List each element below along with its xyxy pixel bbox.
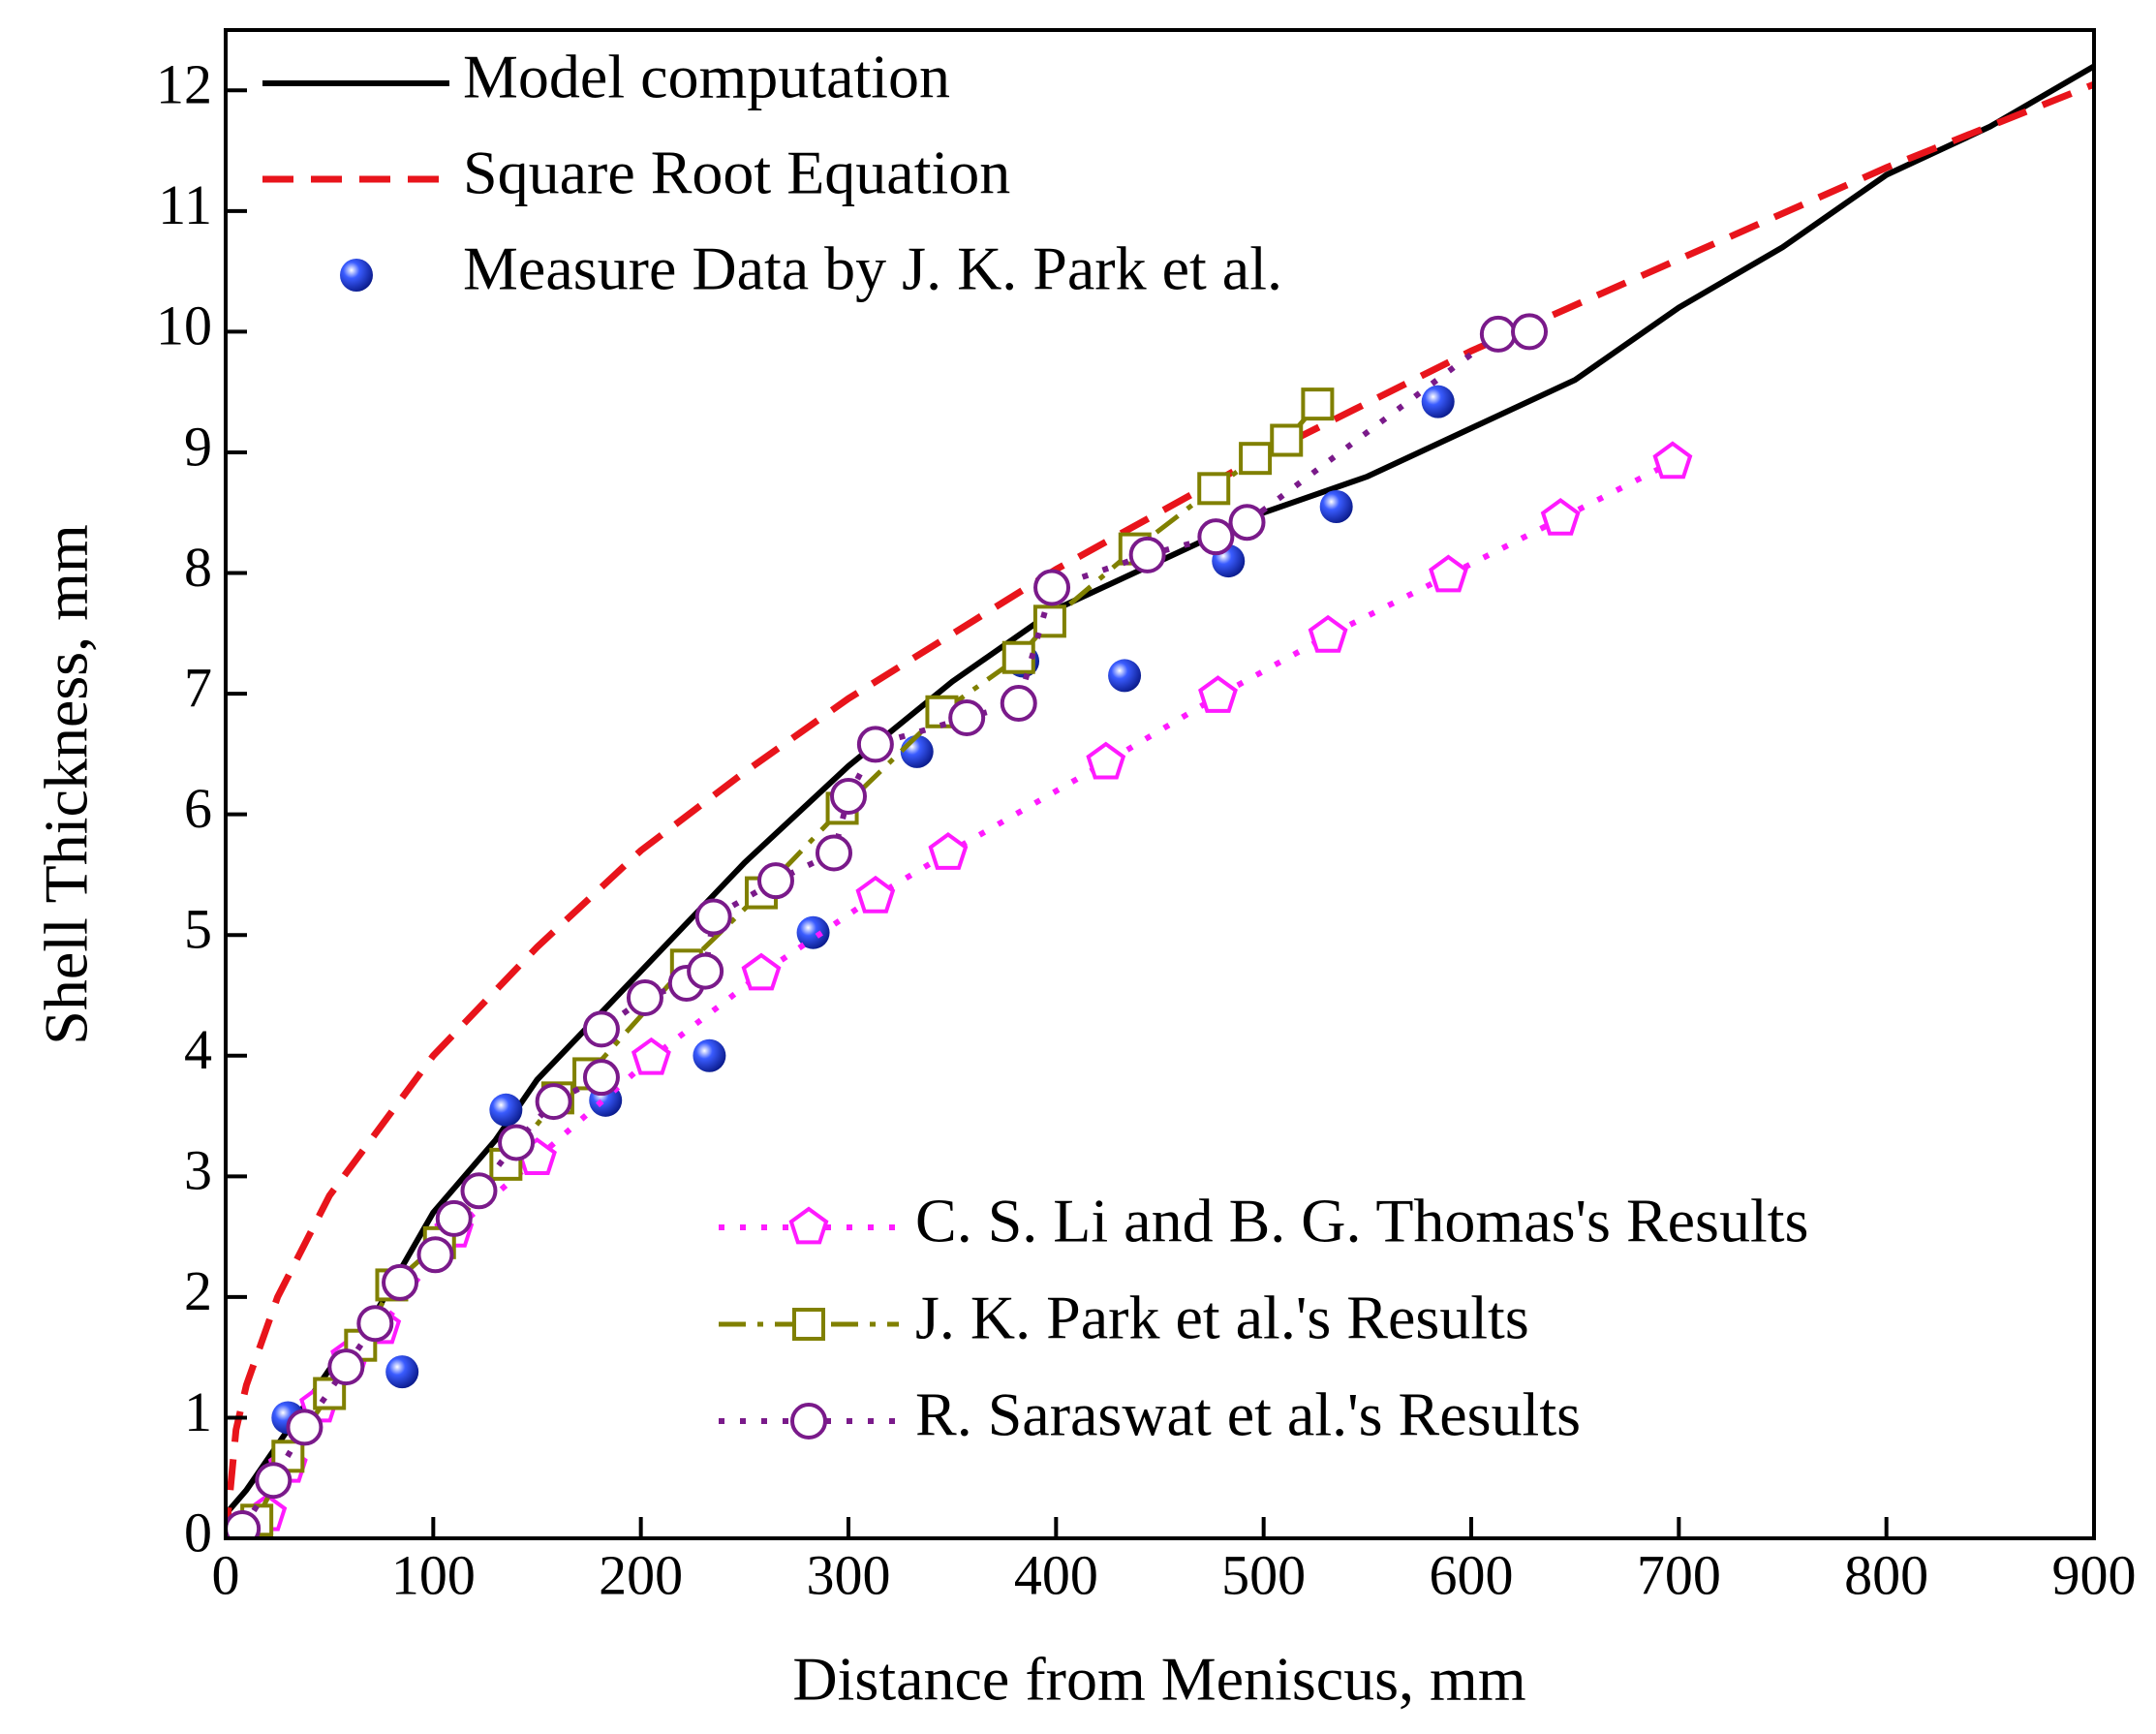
data-point bbox=[1033, 569, 1071, 606]
data-point bbox=[382, 1263, 419, 1301]
data-point bbox=[416, 1236, 454, 1274]
y-tick-label: 4 bbox=[184, 1018, 212, 1081]
data-point bbox=[693, 1038, 726, 1072]
data-point bbox=[460, 1172, 498, 1210]
plot-area bbox=[226, 63, 2094, 1538]
y-tick-label: 6 bbox=[184, 777, 212, 840]
data-point bbox=[1086, 741, 1126, 780]
legend-label: R. Saraswat et al.'s Results bbox=[915, 1380, 1581, 1449]
x-tick-label: 500 bbox=[1221, 1543, 1306, 1606]
y-tick-label: 9 bbox=[184, 415, 212, 478]
y-tick-label: 2 bbox=[184, 1259, 212, 1322]
legend-label: Square Root Equation bbox=[463, 139, 1010, 207]
y-tick-label: 10 bbox=[156, 294, 212, 357]
data-point bbox=[356, 1305, 394, 1343]
y-tick-label: 3 bbox=[184, 1139, 212, 1202]
x-tick-label: 800 bbox=[1844, 1543, 1928, 1606]
data-point bbox=[687, 952, 724, 990]
y-tick-label: 1 bbox=[184, 1380, 212, 1443]
data-point bbox=[948, 698, 986, 736]
x-axis-label: Distance from Meniscus, mm bbox=[792, 1645, 1525, 1714]
series-line bbox=[254, 402, 1320, 1522]
data-point bbox=[1228, 504, 1266, 542]
data-point bbox=[900, 734, 934, 768]
y-tick-label: 8 bbox=[184, 536, 212, 599]
data-point bbox=[855, 875, 896, 913]
data-point bbox=[327, 1348, 365, 1386]
legend-marker bbox=[788, 1206, 829, 1245]
data-point bbox=[1479, 315, 1517, 353]
legend-label: Model computation bbox=[463, 43, 950, 111]
x-tick-label: 600 bbox=[1430, 1543, 1514, 1606]
data-point bbox=[1301, 387, 1335, 421]
y-tick-label: 12 bbox=[156, 53, 212, 116]
data-point bbox=[830, 777, 867, 815]
data-point bbox=[286, 1409, 323, 1446]
data-point bbox=[1239, 442, 1273, 476]
data-point bbox=[796, 915, 830, 949]
series-line bbox=[226, 80, 2094, 1538]
y-axis-label: Shell Thickness, mm bbox=[32, 524, 101, 1044]
data-point bbox=[489, 1093, 523, 1127]
legend-label: C. S. Li and B. G. Thomas's Results bbox=[915, 1187, 1808, 1255]
y-tick-label: 11 bbox=[158, 173, 212, 236]
data-point bbox=[1000, 685, 1037, 723]
data-point bbox=[1308, 614, 1348, 653]
data-point bbox=[1652, 441, 1693, 480]
data-point bbox=[1197, 472, 1231, 506]
x-tick-label: 900 bbox=[2052, 1543, 2137, 1606]
data-point bbox=[1511, 313, 1549, 351]
data-point bbox=[1421, 385, 1455, 418]
plot-frame bbox=[224, 28, 2096, 1540]
data-point bbox=[1429, 554, 1468, 593]
data-point bbox=[385, 1355, 419, 1389]
data-point bbox=[631, 1037, 671, 1075]
y-tick-label: 5 bbox=[184, 898, 212, 961]
legend-marker bbox=[790, 1403, 827, 1440]
data-point bbox=[498, 1124, 536, 1161]
data-point bbox=[741, 952, 782, 991]
legend-marker bbox=[792, 1308, 825, 1341]
data-point bbox=[815, 834, 852, 872]
data-point bbox=[1128, 536, 1166, 573]
x-tick-label: 400 bbox=[1014, 1543, 1098, 1606]
data-point bbox=[1197, 518, 1235, 556]
series-line bbox=[239, 328, 1530, 1531]
data-point bbox=[928, 832, 969, 870]
x-tick-label: 0 bbox=[212, 1543, 240, 1606]
data-point bbox=[255, 1462, 293, 1500]
data-point bbox=[1198, 675, 1238, 713]
data-point bbox=[1319, 490, 1353, 524]
data-point bbox=[1540, 498, 1581, 536]
data-point bbox=[694, 898, 732, 936]
data-point bbox=[1001, 640, 1035, 674]
legend-marker bbox=[340, 259, 373, 292]
x-tick-label: 200 bbox=[599, 1543, 683, 1606]
data-point bbox=[535, 1083, 572, 1121]
data-point bbox=[435, 1199, 473, 1237]
legend-label: J. K. Park et al.'s Results bbox=[915, 1284, 1529, 1352]
x-tick-label: 100 bbox=[391, 1543, 476, 1606]
data-point bbox=[756, 862, 794, 900]
data-point bbox=[1032, 604, 1066, 638]
data-point bbox=[1270, 423, 1304, 457]
x-tick-label: 300 bbox=[807, 1543, 891, 1606]
data-point bbox=[582, 1059, 620, 1097]
data-point bbox=[582, 1010, 620, 1048]
data-point bbox=[1108, 659, 1142, 693]
data-point bbox=[856, 726, 894, 763]
y-tick-label: 7 bbox=[184, 656, 212, 719]
data-point bbox=[626, 978, 663, 1016]
legend-label: Measure Data by J. K. Park et al. bbox=[463, 234, 1282, 303]
y-tick-label: 0 bbox=[184, 1501, 212, 1564]
x-tick-label: 700 bbox=[1637, 1543, 1721, 1606]
